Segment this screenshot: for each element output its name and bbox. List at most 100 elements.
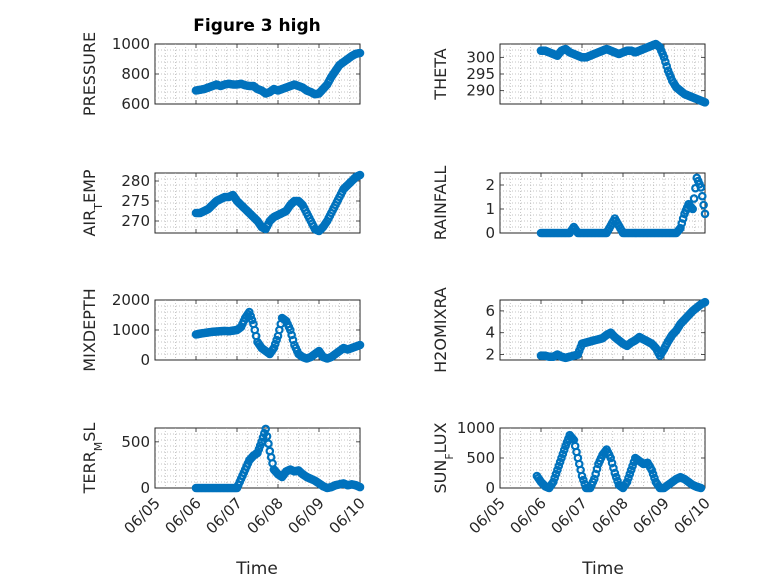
data-point xyxy=(626,465,636,475)
x-tick-label: 06/10 xyxy=(326,494,369,537)
series-points xyxy=(191,307,365,363)
y-tick-label: 1 xyxy=(485,200,495,218)
x-tick-label: 06/06 xyxy=(507,494,550,537)
data-point xyxy=(355,340,365,350)
x-tick-label: 06/10 xyxy=(671,494,714,537)
data-point xyxy=(548,477,558,487)
data-point xyxy=(699,200,708,210)
y-tick-label: 2 xyxy=(485,346,495,364)
y-tick-label: 600 xyxy=(121,95,150,113)
y-tick-label: 0 xyxy=(140,351,150,369)
subplot-h2omixra: 2 4 6 H2OMIXRA xyxy=(431,287,710,373)
x-tick-label: 06/06 xyxy=(162,494,205,537)
x-tick-label: 06/09 xyxy=(285,494,328,537)
data-point xyxy=(647,465,657,475)
data-point xyxy=(579,475,588,485)
data-point xyxy=(696,483,706,493)
data-point xyxy=(648,469,658,479)
y-tick-label: 2000 xyxy=(112,291,150,309)
data-point xyxy=(246,311,255,321)
data-point xyxy=(678,214,688,223)
data-point xyxy=(551,469,561,479)
data-point xyxy=(355,482,365,492)
y-tick-label: 500 xyxy=(466,449,495,467)
y-tick-label: 2 xyxy=(485,176,495,194)
grid xyxy=(500,173,705,233)
series-points xyxy=(191,48,365,99)
x-axis-label-left: Time xyxy=(235,559,278,579)
y-tick-label: 1000 xyxy=(112,35,150,53)
y-tick-label: 295 xyxy=(466,65,495,83)
y-axis-label: THETA xyxy=(431,48,450,100)
data-point xyxy=(662,61,672,71)
y-tick-label: 500 xyxy=(121,433,150,451)
data-point xyxy=(559,445,569,455)
x-tick-label: 06/05 xyxy=(121,494,164,537)
x-tick-label: 06/08 xyxy=(589,494,632,537)
y-axis-label: RAINFALL xyxy=(431,166,450,241)
subplot-mixdepth: 0 1000 2000 MIXDEPTH xyxy=(80,288,365,372)
y-tick-label: 0 xyxy=(485,224,495,242)
data-point xyxy=(264,439,273,448)
data-point xyxy=(696,183,706,192)
data-point xyxy=(677,219,687,228)
data-point xyxy=(628,461,637,471)
data-point xyxy=(610,468,620,478)
figure-title: Figure 3 high xyxy=(193,16,321,36)
data-point xyxy=(261,424,271,434)
y-axis-label: AIRTEMP xyxy=(80,169,105,236)
data-point xyxy=(258,433,268,442)
data-point xyxy=(245,307,254,317)
y-axis-label: TERRMSL xyxy=(80,423,105,495)
data-point xyxy=(661,57,670,67)
data-point xyxy=(624,473,633,483)
series-points xyxy=(532,430,706,493)
data-point xyxy=(557,453,566,463)
data-point xyxy=(553,465,562,475)
y-tick-label: 6 xyxy=(485,302,495,320)
y-tick-label: 0 xyxy=(140,479,150,497)
y-axis-label: MIXDEPTH xyxy=(80,288,99,371)
data-point xyxy=(700,297,710,307)
x-tick-label: 06/05 xyxy=(466,494,509,537)
data-point xyxy=(247,315,257,325)
data-point xyxy=(269,343,279,353)
data-point xyxy=(611,472,621,482)
x-tick-label: 06/08 xyxy=(244,494,287,537)
x-tick-label: 06/09 xyxy=(630,494,673,537)
y-tick-label: 0 xyxy=(485,479,495,497)
data-point xyxy=(554,461,564,471)
y-axis-label: H2OMIXRA xyxy=(431,287,450,373)
data-point xyxy=(558,449,568,459)
data-point xyxy=(270,339,280,349)
subplot-rainfall: 0 1 2 RAINFALL xyxy=(431,166,710,242)
y-tick-label: 275 xyxy=(121,192,150,210)
series-points xyxy=(536,39,710,107)
y-tick-label: 290 xyxy=(466,82,495,100)
data-point xyxy=(700,98,710,107)
data-point xyxy=(700,209,710,219)
x-axis-label-right: Time xyxy=(581,559,624,579)
data-point xyxy=(555,457,565,467)
data-point xyxy=(625,469,635,479)
y-tick-label: 1000 xyxy=(112,321,150,339)
y-tick-label: 270 xyxy=(121,212,150,230)
series-points xyxy=(191,424,365,493)
subplot-pressure: 600 800 1000 PRESSURE xyxy=(80,32,365,116)
data-point xyxy=(355,170,365,180)
data-point xyxy=(262,432,272,441)
data-point xyxy=(688,204,698,214)
data-point xyxy=(622,477,632,487)
y-axis-label: PRESSURE xyxy=(80,32,99,116)
data-point xyxy=(272,335,281,345)
y-tick-label: 1000 xyxy=(457,419,495,437)
data-point xyxy=(550,473,559,483)
x-tick-label: 06/07 xyxy=(548,494,591,537)
data-point xyxy=(659,53,669,62)
y-tick-label: 4 xyxy=(485,324,495,342)
y-axis-label: SUNFLUX xyxy=(431,422,456,493)
series-points xyxy=(536,297,710,363)
series-points xyxy=(191,170,365,236)
